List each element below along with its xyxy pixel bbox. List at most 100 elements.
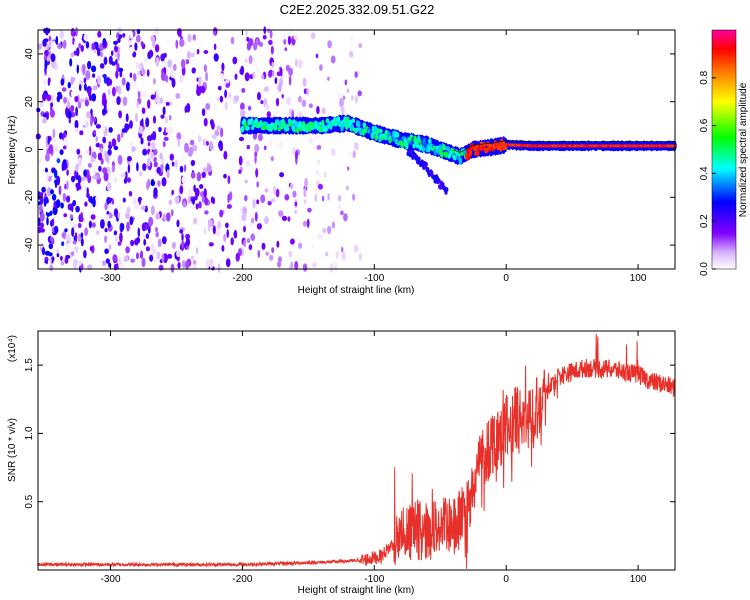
spectrogram-signal-cell — [444, 151, 449, 158]
spectrogram-noise-cell — [83, 33, 89, 42]
spectrogram-noise-cell — [179, 185, 184, 195]
spectrogram-noise-cell — [44, 250, 51, 256]
spectrogram-noise-cell — [256, 199, 260, 205]
spectrogram-signal-cell — [260, 123, 264, 127]
spectrogram-noise-cell — [249, 223, 254, 228]
spectrogram-noise-cell — [56, 253, 60, 258]
spectrogram-noise-cell — [71, 251, 75, 256]
spectrogram-noise-cell — [177, 28, 182, 37]
spectrogram-noise-cell — [225, 222, 229, 229]
spectrogram-noise-cell — [284, 194, 290, 201]
spectrogram-noise-cell — [257, 92, 261, 101]
spectrogram-noise-cell — [126, 206, 131, 214]
spectrogram-noise-cell — [104, 228, 108, 233]
spectrogram-noise-cell — [169, 101, 173, 106]
x-tick-label: -200 — [232, 273, 252, 284]
spectrogram-noise-cell — [117, 50, 120, 61]
spectrogram-noise-cell — [59, 30, 64, 40]
spectrogram-noise-cell — [149, 254, 154, 262]
spectrogram-noise-cell — [241, 88, 246, 93]
spectrogram-noise-cell — [148, 216, 154, 227]
spectrogram-branch-cell — [424, 162, 428, 167]
spectrogram-noise-cell — [353, 244, 359, 253]
spectrogram-noise-cell — [104, 214, 110, 219]
spectrogram-noise-cell — [97, 75, 102, 85]
spectrogram-noise-cell — [77, 101, 82, 109]
spectrogram-noise-cell — [244, 194, 248, 202]
spectrogram-noise-cell — [185, 59, 190, 65]
spectrogram-noise-cell — [243, 225, 246, 233]
spectrogram-noise-cell — [150, 180, 156, 187]
spectrogram-noise-cell — [179, 229, 184, 234]
spectrogram-noise-cell — [130, 239, 135, 247]
spectrogram-noise-cell — [294, 209, 297, 214]
spectrogram-noise-cell — [275, 188, 280, 198]
spectrogram-noise-cell — [288, 250, 293, 258]
spectrogram-noise-cell — [253, 58, 258, 67]
spectrogram-noise-cell — [85, 70, 91, 80]
spectrogram-noise-cell — [50, 236, 54, 243]
spectrogram-noise-cell — [104, 202, 108, 211]
spectrogram-noise-cell — [224, 101, 228, 111]
spectrogram-noise-cell — [142, 148, 148, 156]
spectrogram-signal-cell — [376, 128, 380, 134]
spectrogram-noise-cell — [238, 109, 241, 119]
spectrogram-noise-cell — [56, 175, 61, 186]
spectrogram-noise-cell — [108, 203, 113, 209]
spectrogram-noise-cell — [102, 260, 106, 267]
spectrogram-noise-cell — [246, 160, 250, 167]
spectrogram-noise-cell — [155, 57, 160, 67]
spectrogram-noise-cell — [284, 85, 290, 93]
spectrogram-noise-cell — [116, 205, 122, 210]
spectrogram-noise-cell — [344, 79, 348, 86]
spectrogram-branch-cell — [437, 178, 441, 184]
spectrogram-noise-cell — [237, 220, 243, 228]
spectrogram-noise-cell — [132, 80, 138, 88]
spectrogram-noise-cell — [273, 185, 276, 196]
spectrogram-signal-cell — [468, 149, 473, 157]
spectrogram-noise-cell — [168, 115, 172, 121]
spectrogram-noise-cell — [84, 149, 90, 155]
spectrogram-signal-cell — [296, 127, 300, 133]
spectrogram-cells — [35, 26, 677, 273]
spectrogram-noise-cell — [132, 30, 136, 37]
spectrogram-noise-cell — [238, 155, 243, 166]
snr-series-line — [37, 333, 676, 569]
spectrogram-noise-cell — [62, 145, 67, 150]
chart-title: C2E2.2025.332.09.51.G22 — [280, 2, 435, 17]
spectrogram-noise-cell — [302, 77, 307, 87]
spectrogram-noise-cell — [90, 214, 96, 220]
spectrogram-noise-cell — [72, 37, 75, 45]
spectrogram-noise-cell — [225, 258, 231, 268]
spectrogram-noise-cell — [263, 145, 267, 151]
spectrogram-noise-cell — [244, 179, 248, 184]
spectrogram-noise-cell — [91, 42, 96, 51]
spectrogram-noise-cell — [211, 121, 215, 130]
spectrogram-noise-cell — [278, 256, 282, 263]
spectrogram-signal-cell — [325, 118, 330, 124]
spectrogram-noise-cell — [97, 152, 103, 161]
spectrogram-noise-cell — [102, 108, 106, 114]
spectrogram-noise-cell — [169, 153, 174, 161]
spectrogram-noise-cell — [83, 77, 87, 84]
snr-y-scale-label: (x10⁴) — [7, 335, 18, 362]
spectrogram-noise-cell — [140, 41, 144, 47]
spectrogram-noise-cell — [255, 38, 259, 46]
spectrogram-noise-cell — [76, 64, 80, 74]
spectrogram-noise-cell — [142, 91, 146, 97]
spectrogram-noise-cell — [221, 62, 225, 72]
spectrogram-noise-cell — [63, 96, 67, 104]
spectrogram-noise-cell — [244, 58, 248, 63]
spectrogram-noise-cell — [327, 40, 332, 49]
spectrogram-noise-cell — [111, 86, 116, 97]
spectrogram-noise-cell — [80, 118, 86, 126]
spectrogram-noise-cell — [59, 149, 64, 156]
spectrogram-noise-cell — [122, 197, 126, 203]
spectrogram-noise-cell — [175, 93, 181, 99]
spectrogram-noise-cell — [248, 55, 253, 65]
spectrogram-noise-cell — [254, 143, 260, 153]
spectrogram-noise-cell — [201, 108, 206, 117]
spectrogram-noise-cell — [90, 108, 93, 116]
spectrogram-noise-cell — [242, 206, 247, 216]
spectrogram-noise-cell — [55, 35, 59, 45]
